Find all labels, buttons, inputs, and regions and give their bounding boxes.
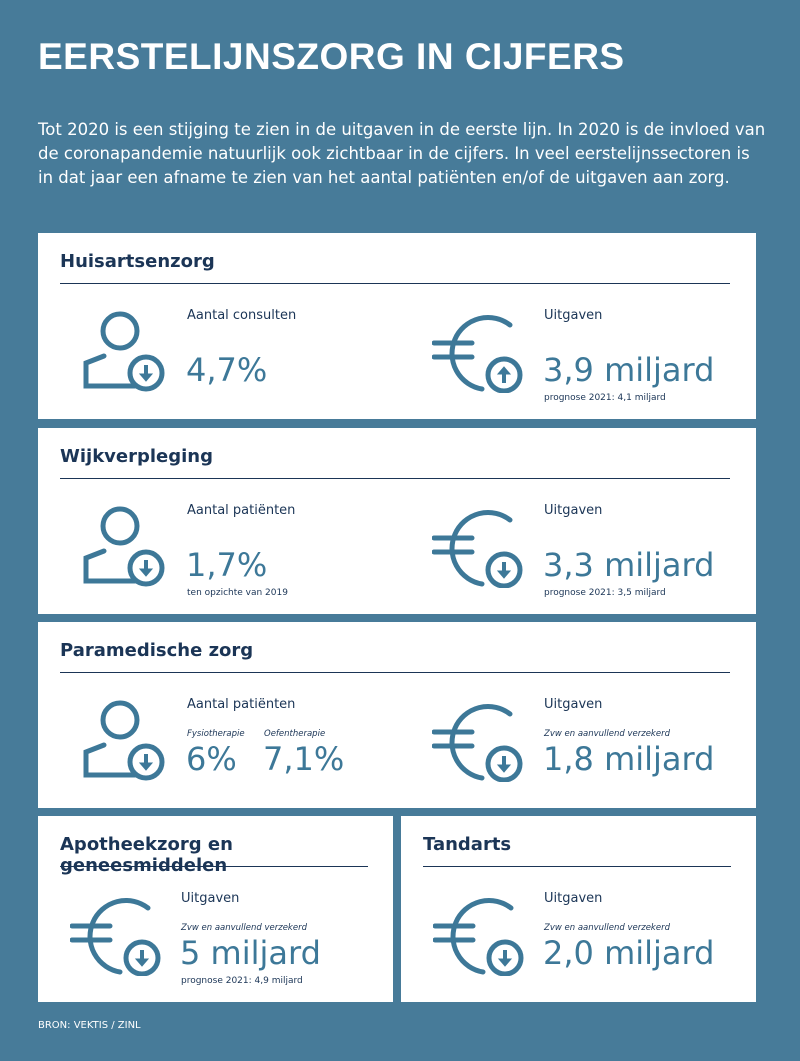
sub-label: Zvw en aanvullend verzekerd <box>544 923 670 933</box>
divider <box>60 283 730 284</box>
comparison-note: ten opzichte van 2019 <box>187 588 288 598</box>
sub-label: Zvw en aanvullend verzekerd <box>544 729 670 739</box>
metric-value: 3,9 miljard <box>543 351 715 389</box>
card-tandarts: Tandarts Uitgaven Zvw en aanvullend verz… <box>401 816 756 1002</box>
metric-label: Uitgaven <box>544 503 603 518</box>
metric-label: Uitgaven <box>544 697 603 712</box>
person-arrow-down-icon <box>80 506 172 588</box>
forecast-note: prognose 2021: 4,1 miljard <box>544 393 666 403</box>
metric-label: Uitgaven <box>544 308 603 323</box>
card-paramedische-zorg: Paramedische zorg Aantal patiënten Fysio… <box>38 622 756 808</box>
euro-arrow-up-icon <box>432 311 524 393</box>
person-arrow-down-icon <box>80 700 172 782</box>
divider <box>60 478 730 479</box>
metric-label: Aantal patiënten <box>187 503 296 518</box>
metric-label: Uitgaven <box>181 891 240 906</box>
metric-value: 3,3 miljard <box>543 546 715 584</box>
card-title: Tandarts <box>423 834 512 855</box>
metric-value: 5 miljard <box>180 934 321 972</box>
page-title: EERSTELIJNSZORG IN CIJFERS <box>38 36 625 77</box>
card-apotheekzorg: Apotheekzorg en geneesmiddelen Uitgaven … <box>38 816 393 1002</box>
metric-value: 7,1% <box>263 740 345 778</box>
metric-value: 1,8 miljard <box>543 740 715 778</box>
person-arrow-down-icon <box>80 311 172 393</box>
forecast-note: prognose 2021: 4,9 miljard <box>181 976 303 986</box>
forecast-note: prognose 2021: 3,5 miljard <box>544 588 666 598</box>
metric-label: Aantal consulten <box>187 308 297 323</box>
metric-value: 4,7% <box>186 351 268 389</box>
sub-label: Zvw en aanvullend verzekerd <box>181 923 307 933</box>
card-title: Wijkverpleging <box>60 446 213 467</box>
card-wijkverpleging: Wijkverpleging Aantal patiënten 1,7% ten… <box>38 428 756 614</box>
metric-label: Aantal patiënten <box>187 697 296 712</box>
intro-text: Tot 2020 is een stijging te zien in de u… <box>38 120 766 187</box>
divider <box>60 672 730 673</box>
metric-value: 2,0 miljard <box>543 934 715 972</box>
metric-value: 1,7% <box>186 546 268 584</box>
card-title: Apotheekzorg en geneesmiddelen <box>60 834 233 876</box>
sub-label: Fysiotherapie <box>187 729 245 739</box>
euro-arrow-down-icon <box>432 700 524 782</box>
source-credit: BRON: VEKTIS / ZINL <box>38 1020 141 1031</box>
euro-arrow-down-icon <box>432 506 524 588</box>
metric-value: 6% <box>186 740 237 778</box>
divider <box>60 866 368 867</box>
euro-arrow-down-icon <box>70 894 162 976</box>
divider <box>423 866 731 867</box>
sub-label: Oefentherapie <box>264 729 326 739</box>
card-huisartsenzorg: Huisartsenzorg Aantal consulten 4,7% Uit… <box>38 233 756 419</box>
card-title: Paramedische zorg <box>60 640 254 661</box>
euro-arrow-down-icon <box>433 894 525 976</box>
card-title: Huisartsenzorg <box>60 251 215 272</box>
metric-label: Uitgaven <box>544 891 603 906</box>
